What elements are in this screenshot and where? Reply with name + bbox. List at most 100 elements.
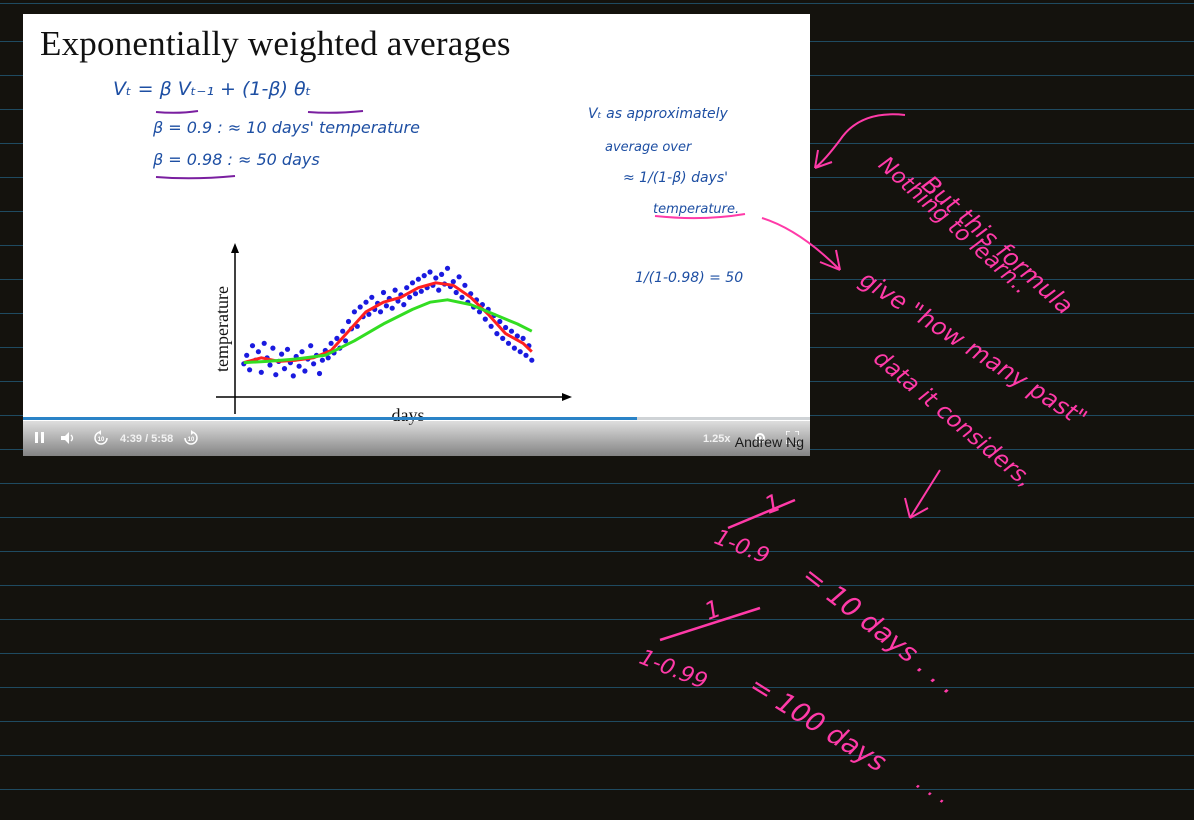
scatter-point-55 [401, 302, 407, 308]
scatter-point-5 [255, 349, 261, 355]
progress-bar[interactable] [23, 417, 810, 420]
note-line-1: Vₜ as approximately [588, 106, 728, 122]
scatter-point-19 [296, 363, 302, 369]
scatter-point-20 [299, 349, 305, 355]
scatter-point-96 [520, 335, 526, 341]
note-line-3: ≈ 1/(1-β) days' [623, 170, 728, 186]
beta-line-1: β = 0.9 : ≈ 10 days' temperature [153, 118, 420, 137]
scatter-point-44 [369, 294, 375, 300]
scatter-point-60 [415, 276, 421, 282]
scatter-point-90 [503, 324, 509, 331]
scatter-point-2 [247, 367, 253, 373]
scatter-point-35 [343, 338, 349, 344]
attribution: Andrew Ng [734, 434, 804, 450]
pause-button[interactable] [35, 432, 45, 443]
scatter-point-91 [505, 340, 512, 346]
player-controls [23, 421, 810, 456]
scatter-point-24 [311, 361, 317, 367]
scatter-point-17 [290, 373, 296, 379]
scatter-point-56 [404, 285, 410, 291]
scatter-point-1 [244, 352, 250, 358]
scatter-point-87 [494, 331, 500, 337]
scatter-point-75 [459, 294, 465, 300]
scatter-point-99 [529, 357, 535, 363]
scatter-point-57 [407, 294, 413, 300]
scatter-point-26 [316, 370, 323, 377]
scatter-point-88 [497, 318, 503, 325]
scatter-point-62 [421, 273, 427, 279]
volume-button[interactable] [61, 432, 75, 444]
forward-button[interactable]: 10 [183, 430, 199, 446]
volume-icon [61, 432, 74, 444]
scatter-point-42 [363, 299, 369, 305]
slide-title: Exponentially weighted averages [40, 24, 511, 63]
scatter-point-30 [328, 340, 334, 346]
scatter-point-73 [453, 289, 459, 296]
rewind-10-icon: 10 [94, 430, 108, 445]
scatter-point-15 [284, 346, 291, 352]
scatter-point-70 [444, 265, 451, 271]
down-arrow [909, 469, 941, 519]
progress-fill [23, 417, 637, 420]
settings-button[interactable] [753, 431, 767, 445]
note-calc: 1/(1-0.98) = 50 [635, 270, 744, 286]
scatter-point-14 [281, 366, 288, 372]
x-axis-arrow [562, 393, 572, 401]
svg-text:10: 10 [188, 437, 195, 443]
scatter-point-89 [500, 335, 506, 341]
scatter-point-52 [392, 287, 398, 293]
scatter-point-32 [334, 335, 340, 341]
scatter-point-36 [345, 318, 352, 325]
note-line-2: average over [605, 140, 692, 155]
scatter-point-61 [418, 288, 424, 294]
scatter-point-7 [261, 340, 267, 346]
scatter-point-92 [508, 328, 515, 334]
gear-icon [755, 433, 765, 443]
time-display: 4:39 / 5:58 [120, 433, 174, 445]
arrow-to-formula [761, 217, 841, 271]
pause-icon [35, 432, 44, 443]
scatter-point-74 [456, 274, 462, 280]
scatter-points [241, 265, 535, 379]
note-line-4: temperature. [653, 202, 740, 217]
scatter-point-59 [412, 291, 419, 297]
arrow-to-slide [814, 113, 906, 169]
scatter-point-93 [511, 345, 517, 351]
scatter-point-85 [488, 323, 494, 329]
scatter-point-40 [357, 304, 363, 310]
scatter-point-6 [258, 369, 264, 375]
equation: Vₜ = β Vₜ₋₁ + (1-β) θₜ [113, 78, 312, 100]
speed-button[interactable]: 1.25x [703, 433, 731, 445]
rewind-button[interactable]: 10 [93, 430, 109, 446]
y-axis-label: temperature [212, 286, 232, 372]
scatter-point-64 [427, 269, 433, 275]
scatter-point-81 [476, 309, 483, 315]
scatter-point-95 [517, 349, 523, 355]
scatter-point-76 [462, 282, 468, 288]
scatter-point-94 [514, 333, 520, 339]
scatter-point-13 [279, 351, 285, 357]
scatter-point-38 [351, 309, 357, 315]
fraction-bar-1 [727, 498, 796, 530]
scatter-point-49 [383, 303, 389, 309]
scatter-point-67 [436, 287, 442, 293]
temperature-chart: days temperature [212, 243, 572, 425]
scatter-point-27 [319, 357, 325, 363]
x-axis-label: days [392, 405, 425, 425]
slide-underlines [155, 110, 746, 220]
series-line-1 [243, 298, 533, 365]
fraction-bar-2 [659, 606, 761, 642]
scatter-point-3 [249, 343, 256, 349]
scatter-point-34 [340, 328, 346, 334]
series-lines [243, 281, 533, 365]
scatter-point-48 [380, 289, 387, 296]
scatter-point-68 [439, 271, 445, 277]
scatter-point-10 [270, 345, 276, 351]
scatter-point-58 [409, 280, 416, 286]
scatter-point-72 [450, 279, 456, 285]
scatter-point-11 [273, 372, 279, 378]
video-player[interactable]: Exponentially weighted averages Vₜ = β V… [23, 14, 810, 456]
scatter-point-23 [308, 343, 314, 349]
scatter-point-21 [302, 368, 308, 374]
